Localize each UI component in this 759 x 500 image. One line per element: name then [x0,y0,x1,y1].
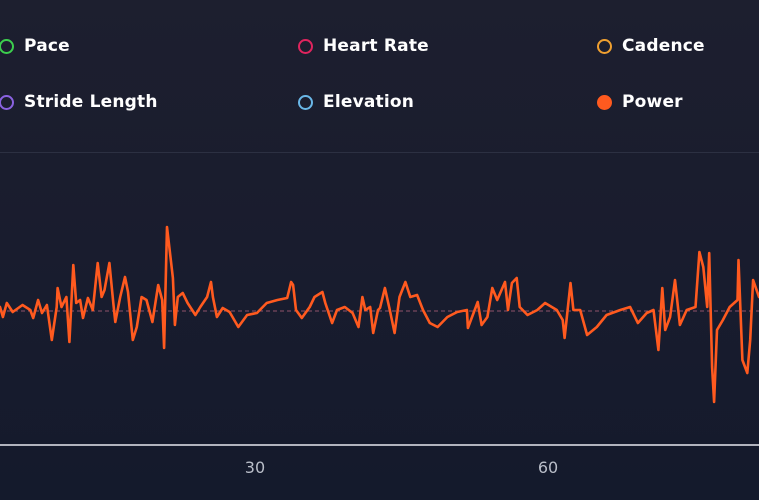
legend-label: Cadence [622,36,705,56]
legend-label: Elevation [323,92,415,112]
legend-label: Heart Rate [323,36,429,56]
x-tick-label: 60 [537,458,559,477]
legend-label: Stride Length [24,92,158,112]
legend-item-power[interactable]: Power [597,90,683,114]
x-tick-label: 30 [244,458,266,477]
legend-marker-icon [0,94,14,110]
legend-item-elevation[interactable]: Elevation [298,90,414,114]
legend-divider [0,152,759,153]
legend-item-cadence[interactable]: Cadence [597,34,705,58]
legend-marker-icon [597,94,612,110]
legend-item-stride-length[interactable]: Stride Length [0,90,158,114]
legend-label: Power [622,92,683,112]
legend-label: Pace [24,36,70,56]
legend-item-heart-rate[interactable]: Heart Rate [298,34,429,58]
legend-marker-icon [298,94,313,110]
legend-item-pace[interactable]: Pace [0,34,70,58]
series-line-power [0,225,759,404]
legend-marker-icon [0,38,14,54]
legend-marker-icon [298,38,313,54]
legend-marker-icon [597,38,612,54]
